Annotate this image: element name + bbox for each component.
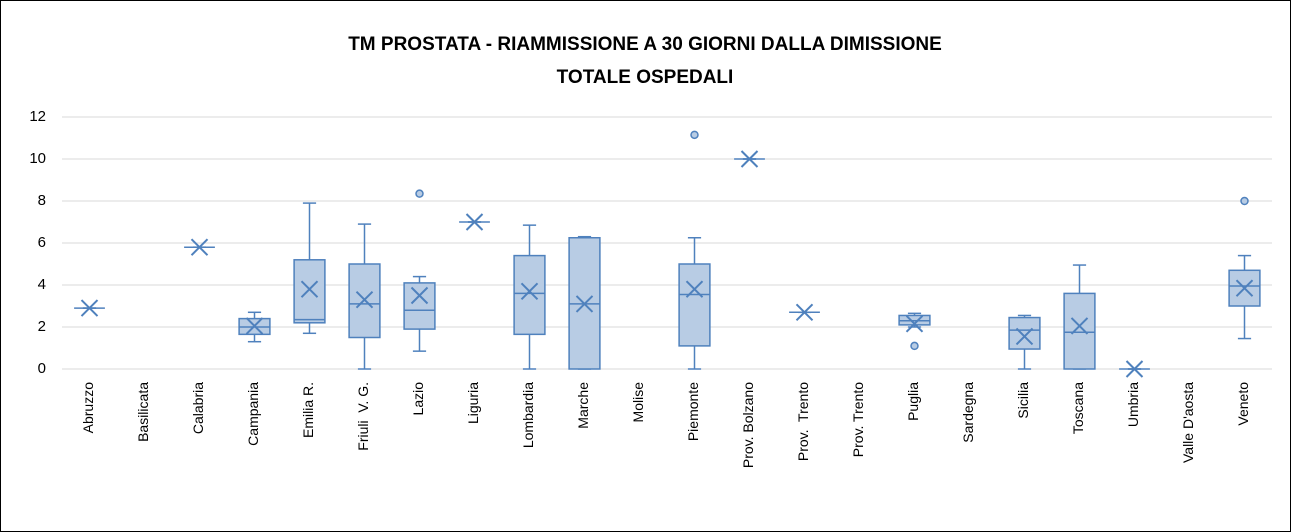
outlier	[910, 341, 919, 351]
x-tick-label: Puglia	[905, 382, 921, 421]
mean-marker	[740, 150, 759, 168]
mean-marker	[575, 295, 594, 313]
x-tick-label: Sardegna	[960, 382, 976, 443]
mean-marker	[1125, 360, 1144, 378]
x-tick-label: Umbria	[1125, 382, 1141, 427]
box	[1063, 292, 1096, 370]
mean-marker	[1070, 317, 1089, 335]
x-tick-label: Piemonte	[685, 382, 701, 441]
chart-title: TM PROSTATA - RIAMMISSIONE A 30 GIORNI D…	[348, 34, 942, 55]
x-tick-label: Veneto	[1235, 382, 1251, 426]
chart-subtitle: TOTALE OSPEDALI	[557, 67, 734, 88]
box	[513, 254, 546, 336]
mean-marker	[1235, 279, 1254, 297]
y-tick-label: 0	[38, 360, 46, 377]
x-tick-label: Prov. Bolzano	[740, 382, 756, 468]
y-tick-label: 8	[38, 192, 46, 209]
mean-marker	[410, 286, 429, 305]
x-tick-label: Marche	[575, 382, 591, 429]
x-tick-label: Lombardia	[520, 382, 536, 448]
x-tick-label: Abruzzo	[80, 382, 96, 434]
mean-marker	[80, 299, 99, 317]
y-tick-label: 12	[29, 108, 46, 125]
x-tick-label: Prov. Trento	[850, 382, 866, 457]
box	[403, 282, 436, 330]
outlier	[690, 130, 699, 140]
x-tick-label: Calabria	[190, 382, 206, 434]
mean-marker	[190, 238, 209, 256]
mean-marker	[905, 315, 924, 333]
y-tick-label: 4	[38, 276, 46, 293]
mean-marker	[685, 280, 704, 298]
mean-marker	[1015, 327, 1034, 346]
mean-marker	[245, 317, 264, 335]
x-tick-label: Prov. Trento	[795, 382, 811, 461]
x-tick-label: Molise	[630, 382, 646, 423]
y-tick-label: 6	[38, 234, 46, 251]
x-tick-label: Friuli V. G.	[355, 382, 371, 451]
x-tick-label: Emilia R.	[300, 382, 316, 438]
x-tick-label: Sicilia	[1015, 382, 1031, 419]
mean-marker	[355, 290, 374, 309]
y-tick-label: 10	[29, 150, 46, 167]
x-tick-label: Lazio	[410, 382, 426, 416]
x-tick-label: Basilicata	[135, 382, 151, 442]
x-tick-label: Campania	[245, 382, 261, 446]
outlier	[1240, 196, 1249, 206]
mean-marker	[795, 303, 814, 322]
x-tick-label: Toscana	[1070, 382, 1086, 434]
y-tick-label: 2	[38, 318, 46, 335]
box	[678, 263, 711, 347]
box	[1008, 316, 1041, 350]
x-tick-label: Valle D'aosta	[1180, 382, 1196, 463]
x-tick-label: Liguria	[465, 382, 481, 424]
box	[293, 259, 326, 324]
mean-marker	[520, 282, 539, 301]
mean-marker	[465, 213, 484, 231]
mean-marker	[300, 280, 319, 298]
outlier	[415, 189, 424, 198]
